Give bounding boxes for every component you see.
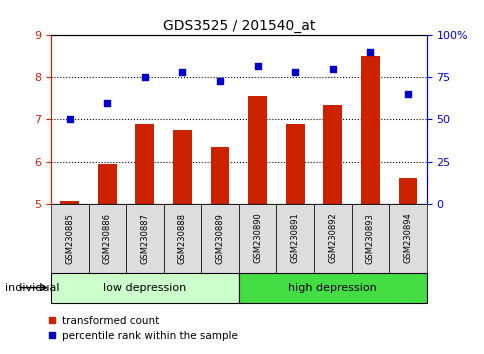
Bar bbox=[126, 204, 163, 273]
Text: GSM230893: GSM230893 bbox=[365, 213, 374, 263]
Bar bbox=[135, 124, 154, 204]
Bar bbox=[98, 164, 117, 204]
Text: GSM230892: GSM230892 bbox=[328, 213, 337, 263]
Bar bbox=[360, 56, 379, 204]
Bar bbox=[351, 204, 388, 273]
Text: high depression: high depression bbox=[288, 282, 377, 293]
Text: GSM230885: GSM230885 bbox=[65, 213, 74, 263]
Bar bbox=[60, 201, 79, 204]
Bar bbox=[201, 204, 238, 273]
Bar bbox=[314, 204, 351, 273]
Bar bbox=[285, 124, 304, 204]
Bar bbox=[51, 204, 88, 273]
Bar bbox=[388, 204, 426, 273]
Text: GSM230889: GSM230889 bbox=[215, 213, 224, 263]
Text: low depression: low depression bbox=[103, 282, 186, 293]
Text: GSM230894: GSM230894 bbox=[403, 213, 412, 263]
Bar bbox=[164, 204, 201, 273]
Point bbox=[366, 49, 374, 55]
Bar bbox=[210, 147, 229, 204]
Text: individual: individual bbox=[5, 282, 59, 293]
Bar bbox=[398, 178, 417, 204]
Text: GSM230887: GSM230887 bbox=[140, 212, 149, 264]
Bar bbox=[238, 204, 276, 273]
Text: GSM230888: GSM230888 bbox=[178, 212, 187, 264]
Bar bbox=[88, 204, 126, 273]
Text: GSM230890: GSM230890 bbox=[253, 213, 262, 263]
Point bbox=[291, 69, 299, 75]
Bar bbox=[248, 96, 267, 204]
Bar bbox=[51, 273, 238, 303]
Text: GSM230886: GSM230886 bbox=[103, 212, 112, 264]
Bar bbox=[323, 105, 342, 204]
Bar bbox=[173, 130, 192, 204]
Point bbox=[178, 69, 186, 75]
Title: GDS3525 / 201540_at: GDS3525 / 201540_at bbox=[162, 19, 315, 33]
Legend: transformed count, percentile rank within the sample: transformed count, percentile rank withi… bbox=[44, 312, 241, 345]
Point bbox=[253, 63, 261, 68]
Bar bbox=[276, 204, 314, 273]
Text: GSM230891: GSM230891 bbox=[290, 213, 299, 263]
Point bbox=[328, 66, 336, 72]
Point bbox=[403, 91, 411, 97]
Point bbox=[66, 117, 74, 122]
Bar bbox=[238, 273, 426, 303]
Point bbox=[216, 78, 224, 84]
Point bbox=[141, 75, 149, 80]
Point bbox=[103, 100, 111, 105]
